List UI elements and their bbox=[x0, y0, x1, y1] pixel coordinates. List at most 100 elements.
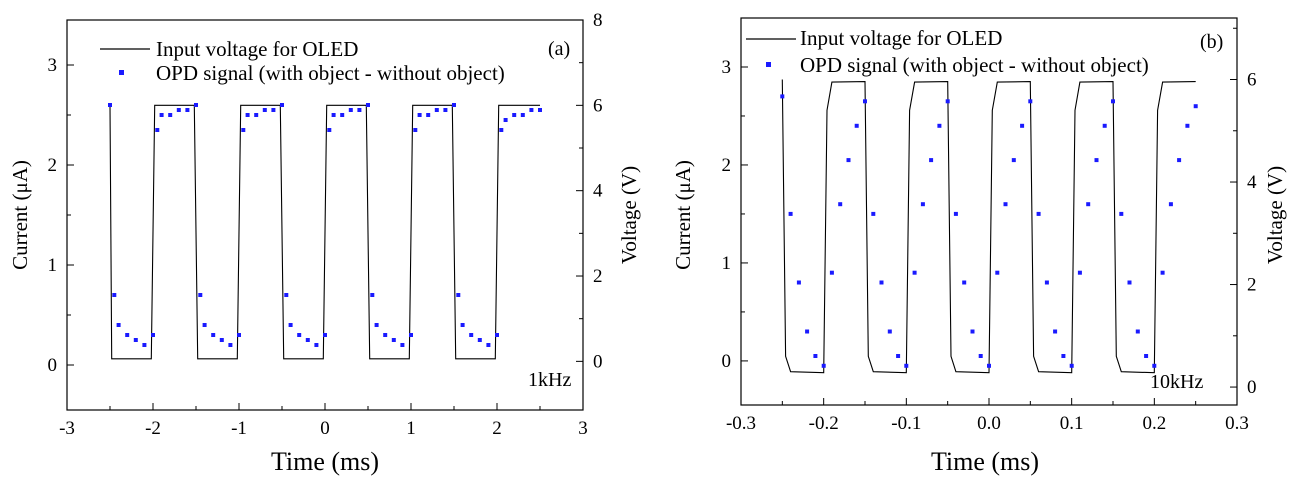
panel-b-opd-point bbox=[912, 270, 917, 275]
panel-b-opd-point bbox=[879, 280, 884, 285]
panel-a-opd-point bbox=[538, 108, 542, 112]
panel-a-y-left-tick-label: 2 bbox=[48, 155, 58, 176]
panel-b-opd-point bbox=[1193, 104, 1198, 109]
panel-b-opd-point bbox=[904, 363, 909, 368]
panel-b-x-tick-label: -0.3 bbox=[726, 413, 756, 434]
panel-a-opd-point bbox=[314, 343, 319, 347]
panel-a-opd-point bbox=[327, 128, 332, 132]
panel-b-opd-point bbox=[846, 158, 851, 163]
panel-a-opd-point bbox=[262, 108, 267, 112]
panel-a-x-tick-label: -3 bbox=[59, 418, 75, 439]
panel-a-opd-point bbox=[426, 113, 431, 117]
panel-a-legend-points-label: OPD signal (with object - without object… bbox=[156, 61, 505, 85]
panel-a-opd-point bbox=[413, 128, 418, 132]
panel-a-opd-point bbox=[452, 103, 456, 107]
panel-a-opd-point bbox=[125, 333, 130, 337]
panel-b-x-tick-label: 0.3 bbox=[1225, 413, 1249, 434]
panel-b-opd-point bbox=[1094, 158, 1099, 163]
panel-b-opd-point bbox=[1144, 354, 1149, 358]
panel-b-y-left-tick-label: 1 bbox=[722, 253, 732, 274]
panel-b-y-right-tick-label: 2 bbox=[1247, 275, 1257, 296]
panel-b-opd-point bbox=[970, 329, 975, 334]
panel-b-y-left-tick-label: 0 bbox=[722, 351, 732, 372]
panel-a-y-right-tick-label: 0 bbox=[593, 351, 603, 372]
panel-a-x-tick-label: 3 bbox=[578, 418, 588, 439]
panel-a-opd-point bbox=[237, 333, 241, 337]
panel-b-opd-point bbox=[838, 202, 843, 207]
panel-a-opd-point bbox=[477, 338, 482, 342]
panel-a-opd-point bbox=[194, 103, 198, 107]
panel-a-opd-point bbox=[151, 333, 155, 337]
panel-a-opd-point bbox=[185, 108, 190, 112]
panel-b-opd-point bbox=[1011, 158, 1016, 163]
panel-a-opd-point bbox=[417, 113, 422, 117]
panel-b-opd-point bbox=[978, 354, 983, 358]
panel-b-opd-point bbox=[929, 158, 934, 163]
panel-b-opd-point bbox=[796, 280, 801, 285]
panel-a-y-right-tick-label: 8 bbox=[593, 10, 603, 31]
panel-a-opd-point bbox=[512, 113, 517, 117]
panel-b-opd-point bbox=[863, 99, 867, 104]
panel-a-opd-point bbox=[383, 333, 388, 337]
panel-a-opd-point bbox=[133, 338, 138, 342]
panel-a-legend: Input voltage for OLED OPD signal (with … bbox=[100, 37, 505, 85]
panel-a-opd-point bbox=[357, 108, 362, 112]
panel-b-opd-point bbox=[805, 329, 810, 334]
panel-b-opd-point bbox=[821, 363, 826, 368]
panel-b-opd-point bbox=[829, 270, 834, 275]
panel-a-opd-point bbox=[142, 343, 147, 347]
panel-a-opd-point bbox=[348, 108, 353, 112]
panel-a-opd-point bbox=[280, 103, 284, 107]
panel-b-opd-point bbox=[1168, 202, 1173, 207]
panel-a-opd-point bbox=[271, 108, 276, 112]
panel-b-y-left-tick-label: 2 bbox=[722, 155, 732, 176]
panel-b-opd-point bbox=[896, 354, 901, 358]
panel-a-opd-point bbox=[305, 338, 310, 342]
panel-a-x-tick-label: 2 bbox=[492, 418, 502, 439]
panel-a-panel-label: (a) bbox=[548, 38, 570, 60]
panel-a-opd-point bbox=[443, 108, 448, 112]
panel-a-opd-point bbox=[241, 128, 246, 132]
panel-b-panel-label: (b) bbox=[1200, 31, 1223, 53]
panel-b-legend-points-label: OPD signal (with object - without object… bbox=[800, 53, 1149, 77]
panel-b-voltage-line bbox=[781, 79, 1196, 374]
panel-b-opd-point bbox=[788, 211, 793, 216]
panel-a-opd-point bbox=[529, 108, 534, 112]
panel-a-opd-point bbox=[340, 113, 345, 117]
panel-a-opd-point bbox=[370, 293, 375, 297]
panel-a-opd-point bbox=[219, 338, 224, 342]
panel-b-opd-point bbox=[945, 99, 950, 104]
panel-b-opd-point bbox=[1102, 123, 1107, 128]
panel-b-opd-point bbox=[780, 94, 785, 99]
panel-a-opd-point bbox=[228, 343, 233, 347]
panel-a-x-tick-label: 1 bbox=[406, 418, 416, 439]
panel-b-opd-point bbox=[1185, 123, 1190, 128]
panel-a-ticks: -3 -2 -1 0 1 2 3 0 1 2 3 0 2 4 6 8 bbox=[48, 10, 604, 439]
panel-b-opd-point bbox=[995, 270, 1000, 275]
panel-b-x-tick-label: -0.1 bbox=[891, 413, 921, 434]
panel-b-opd-point bbox=[1036, 211, 1041, 216]
panel-b-y-right-tick-label: 4 bbox=[1247, 172, 1257, 193]
panel-b-y-right-tick-label: 0 bbox=[1247, 377, 1257, 398]
panel-a-opd-point bbox=[495, 333, 499, 337]
panel-b-opd-point bbox=[987, 363, 991, 368]
panel-a-opd-point bbox=[400, 343, 405, 347]
panel-b-legend: Input voltage for OLED OPD signal (with … bbox=[746, 26, 1149, 77]
panel-a-opd-point bbox=[245, 113, 250, 117]
panel-b-opd-point bbox=[1069, 363, 1074, 368]
panel-a: -3 -2 -1 0 1 2 3 0 1 2 3 0 2 4 6 8 Time (ms) Current (μ… bbox=[8, 10, 641, 476]
panel-a-opd-point bbox=[297, 333, 302, 337]
panel-a-opd-point bbox=[176, 108, 181, 112]
panel-a-opd-point bbox=[155, 128, 160, 132]
panel-b-y-right-tick-label: 6 bbox=[1247, 70, 1257, 91]
panel-a-opd-point bbox=[198, 293, 203, 297]
panel-b-opd-point bbox=[1061, 354, 1066, 358]
panel-a-legend-points-swatch bbox=[119, 70, 124, 75]
panel-a-series-opd-signal bbox=[108, 103, 542, 347]
panel-a-legend-line-label: Input voltage for OLED bbox=[156, 37, 358, 61]
panel-a-opd-point bbox=[159, 113, 164, 117]
panel-b-legend-line-label: Input voltage for OLED bbox=[800, 26, 1002, 50]
panel-a-opd-point bbox=[469, 333, 474, 337]
panel-a-opd-point bbox=[331, 113, 336, 117]
